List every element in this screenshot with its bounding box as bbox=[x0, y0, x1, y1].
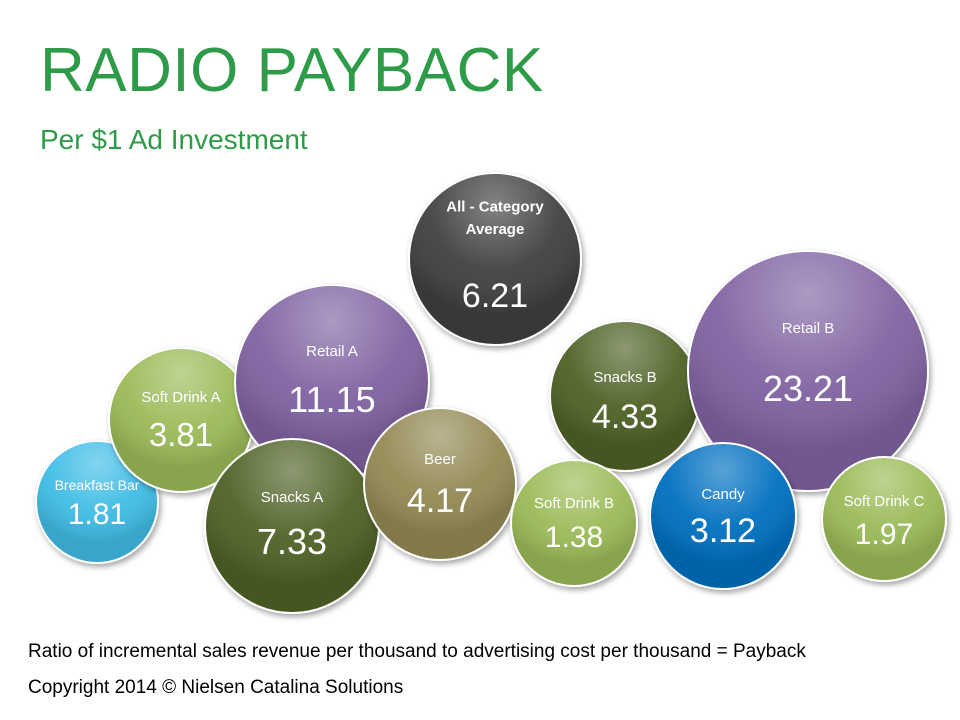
bubble-label: Breakfast Bar bbox=[55, 477, 140, 493]
bubble-gloss bbox=[512, 461, 636, 585]
bubble-value: 4.17 bbox=[407, 482, 473, 520]
bubble-value: 6.21 bbox=[462, 277, 528, 315]
bubble-snacks-a: Snacks A 7.33 bbox=[204, 438, 380, 614]
bubble-gloss bbox=[551, 322, 699, 470]
chart-title: RADIO PAYBACK bbox=[40, 36, 544, 105]
bubble-retail-b: Retail B 23.21 bbox=[687, 250, 929, 492]
bubble-gloss bbox=[689, 252, 927, 490]
bubble-gloss bbox=[206, 440, 378, 612]
bubble-label: Average bbox=[466, 221, 525, 238]
bubble-value: 1.81 bbox=[68, 498, 126, 531]
bubble-value: 1.38 bbox=[545, 521, 603, 554]
bubble-label: Beer bbox=[424, 451, 456, 468]
chart-subtitle: Per $1 Ad Investment bbox=[40, 124, 308, 155]
bubble-label: Soft Drink B bbox=[534, 495, 614, 512]
bubble-gloss bbox=[37, 442, 157, 562]
bubble-value: 4.33 bbox=[592, 398, 658, 436]
bubble-gloss bbox=[236, 286, 428, 478]
bubble-gloss bbox=[410, 174, 580, 344]
bubble-retail-a: Retail A 11.15 bbox=[234, 284, 430, 480]
bubble-value: 1.97 bbox=[855, 518, 913, 551]
footnote: Ratio of incremental sales revenue per t… bbox=[28, 641, 806, 662]
bubble-beer: Beer 4.17 bbox=[363, 407, 517, 561]
bubble-value: 23.21 bbox=[763, 368, 853, 409]
bubble-gloss bbox=[110, 349, 252, 491]
bubble-label: Snacks A bbox=[261, 489, 324, 506]
bubble-value: 11.15 bbox=[288, 379, 375, 420]
bubble-label: Retail B bbox=[782, 320, 835, 337]
bubble-label: Soft Drink A bbox=[141, 389, 220, 406]
bubble-label: Retail A bbox=[306, 343, 358, 360]
bubble-label: Snacks B bbox=[593, 369, 656, 386]
bubble-gloss bbox=[823, 458, 945, 580]
bubble-soft-drink-b: Soft Drink B 1.38 bbox=[510, 459, 638, 587]
bubble-value: 3.81 bbox=[149, 416, 213, 453]
bubble-label: Candy bbox=[701, 486, 745, 503]
bubble-soft-drink-c: Soft Drink C 1.97 bbox=[821, 456, 947, 582]
bubble-label: Soft Drink C bbox=[844, 493, 925, 510]
bubble-gloss bbox=[365, 409, 515, 559]
copyright: Copyright 2014 © Nielsen Catalina Soluti… bbox=[28, 677, 404, 698]
bubble-breakfast-bar: Breakfast Bar 1.81 bbox=[35, 440, 159, 564]
bubble-gloss bbox=[651, 444, 795, 588]
bubble-soft-drink-a: Soft Drink A 3.81 bbox=[108, 347, 254, 493]
bubble-snacks-b: Snacks B 4.33 bbox=[549, 320, 701, 472]
bubble-all-category-average: All - Category Average 6.21 bbox=[408, 172, 582, 346]
bubble-value: 3.12 bbox=[690, 512, 756, 550]
bubble-candy: Candy 3.12 bbox=[649, 442, 797, 590]
bubble-label: All - Category bbox=[446, 199, 544, 216]
bubble-value: 7.33 bbox=[257, 521, 327, 562]
